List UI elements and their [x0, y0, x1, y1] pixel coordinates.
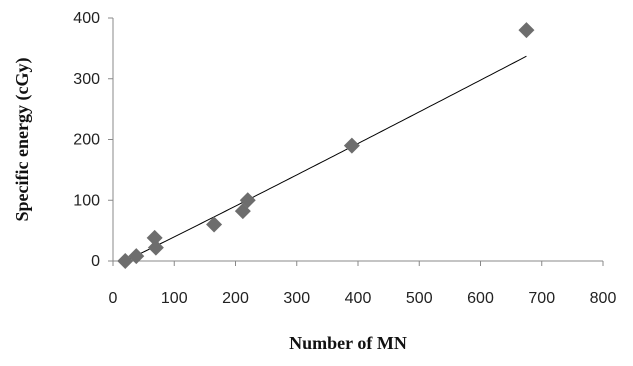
y-tick-label: 100	[73, 192, 100, 209]
x-tick-label: 600	[467, 290, 494, 307]
y-tick-label: 200	[73, 132, 100, 149]
y-tick-label: 400	[73, 10, 100, 27]
x-tick-label: 0	[109, 290, 118, 307]
data-point	[239, 192, 256, 209]
data-points	[117, 22, 535, 269]
x-tick-label: 300	[283, 290, 310, 307]
x-tick-label: 500	[406, 290, 433, 307]
x-axis-title: Number of MN	[289, 333, 407, 353]
data-point	[343, 137, 360, 154]
trendline	[125, 55, 527, 262]
x-tick-label: 700	[528, 290, 555, 307]
data-point	[146, 229, 163, 246]
axes	[112, 18, 603, 262]
x-tick-label: 800	[590, 290, 617, 307]
trendline-curve	[125, 55, 527, 262]
data-point	[147, 239, 164, 256]
x-tick-label: 100	[161, 290, 188, 307]
y-tick-label: 0	[91, 253, 100, 270]
x-tick-label: 400	[345, 290, 372, 307]
x-tick-label: 200	[222, 290, 249, 307]
y-tick-label: 300	[73, 71, 100, 88]
data-point	[128, 248, 145, 265]
data-point	[518, 22, 535, 39]
y-axis-title: Specific energy (cGy)	[12, 58, 33, 222]
x-axis-ticks: 0 100 200 300 400 500 600 700 800	[109, 261, 617, 307]
y-axis-ticks: 0 100 200 300 400	[73, 10, 113, 270]
data-point	[206, 216, 223, 233]
